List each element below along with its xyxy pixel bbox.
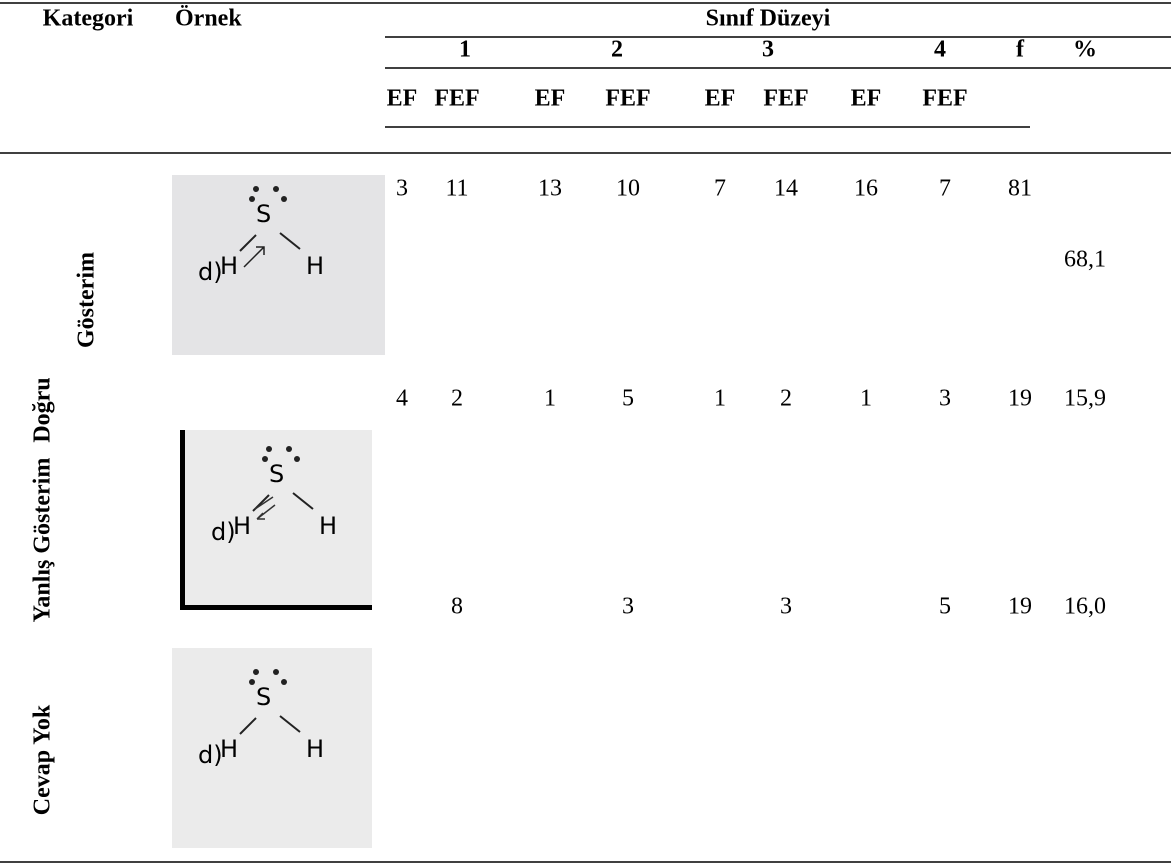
group-header: 3 (762, 37, 774, 63)
cell: 19 (1008, 386, 1032, 412)
category-label: Doğru (30, 377, 56, 442)
group-header: 2 (611, 37, 623, 63)
image-border (180, 605, 372, 610)
electron (273, 669, 279, 675)
subgroup-header: FEF (922, 86, 967, 112)
header: Sınıf Düzeyi (706, 6, 831, 32)
subgroup-header: EF (387, 86, 418, 112)
cell: 3 (939, 386, 951, 412)
cell: 3 (780, 594, 792, 620)
cell: 2 (780, 386, 792, 412)
atom: S (256, 683, 271, 711)
atom: H (306, 735, 324, 763)
category-label: Gösterim (74, 252, 100, 348)
example-image: d)HSH (172, 175, 385, 355)
electron (286, 446, 292, 452)
category-label: Yanlış Gösterim (30, 458, 56, 623)
cell: 5 (939, 594, 951, 620)
subgroup-header: EF (535, 86, 566, 112)
atom: H (233, 512, 251, 540)
electron (249, 679, 255, 685)
header: % (1073, 37, 1097, 63)
atom: H (220, 252, 238, 280)
atom-label: d) (211, 518, 236, 546)
cell: 7 (714, 176, 726, 202)
cell: 3 (396, 176, 408, 202)
subgroup-header: EF (705, 86, 736, 112)
cell: 16 (854, 176, 878, 202)
cell: 15,9 (1064, 386, 1106, 412)
electron (273, 186, 279, 192)
category-label: Cevap Yok (30, 704, 56, 815)
electron (249, 196, 255, 202)
electron (262, 456, 268, 462)
cell: 16,0 (1064, 594, 1106, 620)
atom: S (269, 460, 284, 488)
cell: 1 (544, 386, 556, 412)
cell: 3 (622, 594, 634, 620)
cell: 7 (939, 176, 951, 202)
atom: S (256, 200, 271, 228)
electron (253, 186, 259, 192)
group-header: 1 (459, 37, 471, 63)
cell: 10 (616, 176, 640, 202)
header: f (1016, 37, 1025, 63)
cell: 1 (714, 386, 726, 412)
group-header: 4 (934, 37, 946, 63)
cell: 5 (622, 386, 634, 412)
image-bg (180, 430, 372, 610)
electron (266, 446, 272, 452)
cell: 14 (774, 176, 798, 202)
electron (253, 669, 259, 675)
table: Kategori Örnek Sınıf Düzeyi f % 1 2 3 4 EF FE… (0, 0, 1171, 867)
electron (281, 679, 287, 685)
atom: H (220, 735, 238, 763)
example-image: d)HSH (172, 648, 372, 848)
subgroup-header: FEF (763, 86, 808, 112)
subgroup-header: FEF (434, 86, 479, 112)
cell: 68,1 (1064, 247, 1106, 273)
atom: H (306, 252, 324, 280)
atom-label: d) (198, 258, 223, 286)
cell: 19 (1008, 594, 1032, 620)
image-border (180, 430, 185, 610)
cell: 81 (1008, 176, 1032, 202)
cell: 8 (451, 594, 463, 620)
atom: H (319, 512, 337, 540)
electron (281, 196, 287, 202)
subgroup-header: FEF (605, 86, 650, 112)
cell: 11 (445, 176, 468, 202)
electron (294, 456, 300, 462)
header: Örnek (175, 6, 242, 32)
cell: 1 (860, 386, 872, 412)
cell: 2 (451, 386, 463, 412)
example-image: d)HSH (180, 430, 372, 610)
cell: 13 (538, 176, 562, 202)
header: Kategori (43, 6, 134, 32)
subgroup-header: EF (851, 86, 882, 112)
atom-label: d) (198, 741, 223, 769)
cell: 4 (396, 386, 408, 412)
